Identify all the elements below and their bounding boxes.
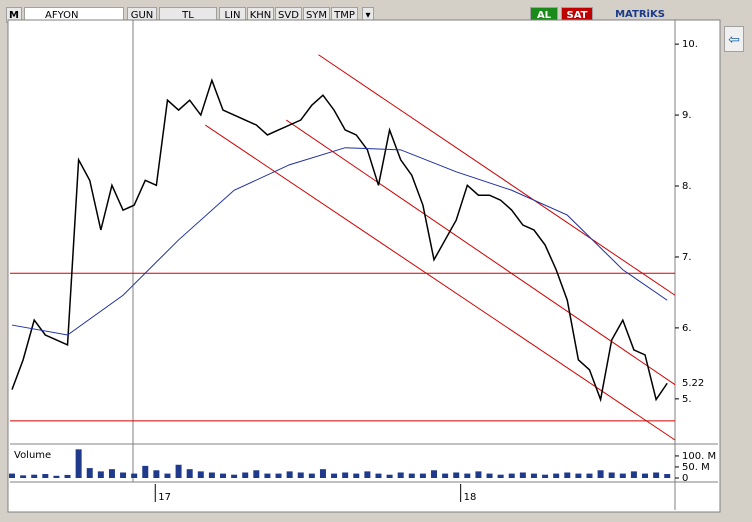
- y-tick-label: 9.: [682, 110, 692, 121]
- toolbar-button[interactable]: SYM: [303, 7, 330, 23]
- volume-bar: [97, 471, 104, 478]
- volume-bar: [64, 474, 71, 478]
- volume-bar: [630, 471, 637, 478]
- volume-bar: [575, 473, 582, 478]
- volume-bar: [653, 472, 660, 478]
- volume-bar: [542, 474, 549, 478]
- volume-bar: [353, 473, 360, 478]
- volume-bar: [397, 472, 404, 478]
- price-line: [11, 78, 668, 403]
- volume-bar: [375, 473, 382, 478]
- volume-bar: [42, 474, 49, 478]
- last-price-box: [677, 377, 711, 390]
- volume-bar: [319, 469, 326, 478]
- volume-bar: [331, 473, 338, 478]
- volume-bar: [275, 473, 282, 478]
- x-tick-label: 18: [464, 492, 477, 503]
- volume-bar: [608, 472, 615, 478]
- y-tick-label: 5.: [682, 394, 692, 405]
- volume-bar: [208, 472, 215, 478]
- brand: MATRiKS: [615, 9, 665, 20]
- volume-bar: [31, 474, 38, 478]
- y-tick-label: 8.: [682, 181, 692, 192]
- volume-bar: [186, 469, 193, 478]
- volume-title: Volume: [14, 450, 51, 461]
- y-tick-label: 7.: [682, 252, 692, 263]
- volume-bar: [131, 473, 138, 478]
- volume-bar: [364, 471, 371, 478]
- volume-bar: [197, 471, 204, 478]
- volume-bar: [464, 473, 471, 478]
- volume-bar: [386, 474, 393, 478]
- y-tick-label: 50. M: [682, 462, 710, 473]
- volume-bar: [153, 470, 160, 478]
- y-tick-label: 100. M: [682, 451, 716, 462]
- volume-bar: [308, 473, 315, 478]
- volume-bar: [453, 472, 460, 478]
- volume-bar: [419, 473, 426, 478]
- volume-bar: [408, 473, 415, 478]
- volume-bar: [297, 472, 304, 478]
- volume-bar: [475, 471, 482, 478]
- volume-bar: [586, 473, 593, 478]
- volume-bar: [242, 472, 249, 478]
- volume-bar: [86, 468, 93, 478]
- volume-bar: [530, 473, 537, 478]
- volume-bar: [264, 473, 271, 478]
- volume-bar: [220, 473, 227, 478]
- trend-line: [318, 54, 676, 296]
- volume-bar: [642, 473, 649, 478]
- volume-bar: [553, 473, 560, 478]
- x-tick-label: 17: [158, 492, 171, 503]
- volume-bar: [431, 470, 438, 478]
- volume-bar: [20, 475, 27, 478]
- side-arrow[interactable]: ⇦: [724, 26, 744, 52]
- volume-bar: [508, 473, 515, 478]
- volume-bar: [442, 473, 449, 478]
- volume-bar: [231, 474, 238, 478]
- volume-bar: [142, 465, 149, 478]
- volume-bar: [497, 474, 504, 478]
- volume-bar: [564, 472, 571, 478]
- volume-bar: [75, 449, 82, 478]
- volume-bar: [120, 472, 127, 478]
- volume-bar: [597, 470, 604, 478]
- volume-bar: [342, 472, 349, 478]
- volume-bar: [286, 471, 293, 478]
- y-tick-label: 0: [682, 473, 688, 484]
- volume-bar: [108, 469, 115, 478]
- volume-bar: [175, 464, 182, 478]
- volume-bar: [8, 473, 15, 478]
- volume-bar: [619, 473, 626, 478]
- volume-bar: [664, 474, 671, 478]
- volume-bar: [486, 473, 493, 478]
- chart-background: [7, 19, 721, 513]
- y-tick-label: 6.: [682, 323, 692, 334]
- volume-bar: [253, 470, 260, 478]
- trend-line: [286, 119, 676, 386]
- y-tick-label: 10.: [682, 39, 698, 50]
- volume-bar: [53, 475, 60, 478]
- moving-average: [11, 147, 668, 336]
- last-price: 5.22: [682, 378, 704, 389]
- toolbar-button[interactable]: TMP: [331, 7, 358, 23]
- volume-bar: [519, 472, 526, 478]
- volume-bar: [164, 473, 171, 478]
